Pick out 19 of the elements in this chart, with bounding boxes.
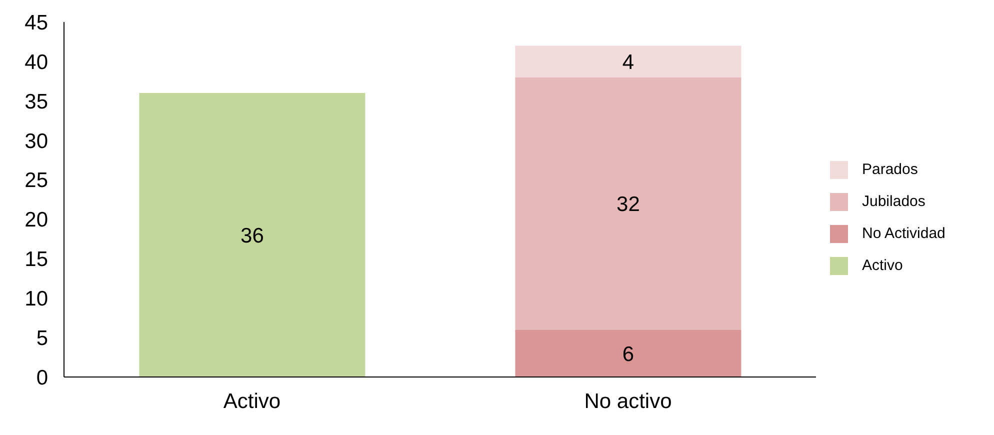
y-tick-label: 35 (24, 90, 48, 114)
y-tick-label: 30 (24, 130, 48, 153)
y-tick-label: 10 (24, 288, 48, 311)
y-tick-label: 5 (36, 327, 48, 350)
y-tick-label: 40 (24, 50, 48, 74)
data-label: 6 (622, 342, 634, 366)
legend-label: Jubilados (862, 193, 926, 210)
y-tick-label: 20 (24, 208, 48, 232)
legend-label: Activo (862, 257, 903, 274)
y-tick-label: 15 (24, 248, 48, 272)
legend-label: Parados (862, 161, 918, 178)
y-tick-label: 0 (36, 366, 48, 390)
x-tick-label: No activo (584, 390, 672, 413)
data-label: 4 (622, 50, 634, 74)
legend-label: No Actividad (862, 225, 946, 242)
y-tick-label: 45 (24, 11, 48, 34)
y-tick-label: 25 (24, 169, 48, 192)
data-label: 36 (240, 224, 264, 248)
data-label: 32 (616, 192, 640, 216)
